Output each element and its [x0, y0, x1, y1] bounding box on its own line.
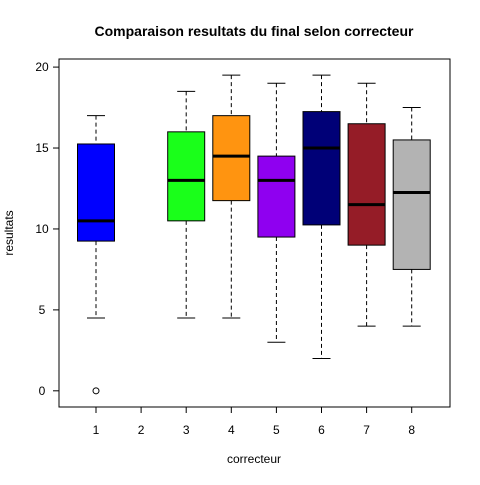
x-axis: 1 2 3 4 5 6 7 8	[93, 406, 415, 437]
box	[167, 131, 206, 222]
box	[77, 143, 115, 242]
y-tick-label: 0	[39, 384, 46, 398]
box	[212, 115, 251, 202]
x-tick-label: 5	[273, 423, 280, 437]
box-group-6	[302, 74, 341, 359]
box	[392, 139, 431, 270]
outlier-point	[92, 387, 100, 395]
x-tick-label: 1	[93, 423, 100, 437]
y-tick-label: 5	[39, 303, 46, 317]
x-axis-label: correcteur	[227, 452, 281, 466]
y-tick-label: 10	[35, 222, 49, 236]
box-group-8	[392, 107, 431, 327]
plot-frame	[58, 58, 451, 408]
x-tick-label: 7	[363, 423, 370, 437]
box-group-7	[347, 82, 386, 327]
y-axis: 0 5 10 15 20	[35, 60, 60, 398]
y-axis-label: resultats	[2, 210, 16, 255]
box-group-4	[212, 74, 251, 319]
box-group-3	[167, 90, 206, 319]
x-tick-label: 6	[318, 423, 325, 437]
box	[302, 111, 341, 226]
box-group-5	[257, 82, 296, 343]
box	[347, 123, 386, 246]
y-tick-label: 15	[35, 141, 49, 155]
box-group-1	[77, 115, 115, 395]
box	[257, 155, 296, 238]
chart-title: Comparaison resultats du final selon cor…	[95, 23, 415, 39]
x-tick-label: 2	[138, 423, 145, 437]
x-tick-label: 8	[408, 423, 415, 437]
box-series	[77, 74, 431, 395]
x-tick-label: 3	[183, 423, 190, 437]
y-tick-label: 20	[35, 60, 49, 74]
x-tick-label: 4	[228, 423, 235, 437]
